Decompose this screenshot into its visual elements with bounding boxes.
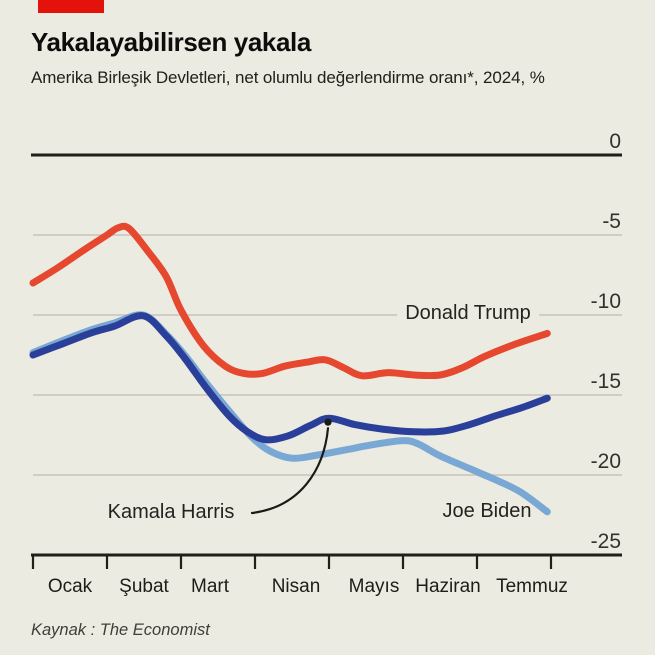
source-credit: Kaynak : The Economist [31,621,210,639]
y-tick-label: 0 [609,130,621,153]
chart-subtitle: Amerika Birleşik Devletleri, net olumlu … [31,68,545,87]
economist-red-tag [38,0,104,13]
series-label-kamala-harris: Kamala Harris [107,501,235,523]
x-tick-label: Ocak [48,576,93,597]
series-line-joe-biden [29,311,551,516]
x-tick-label: Haziran [415,576,480,597]
series-label-joe-biden: Joe Biden [442,500,532,522]
y-tick-label: -25 [591,530,621,553]
x-tick-label: Temmuz [496,576,568,597]
series-line-kamala-harris [29,312,551,444]
y-tick-label: -15 [591,370,621,393]
x-tick-label: Mayıs [349,576,400,597]
x-tick-label: Şubat [119,576,169,597]
series-label-donald-trump: Donald Trump [397,301,539,325]
x-tick-label: Mart [191,576,230,597]
y-tick-label: -10 [591,290,621,313]
y-tick-label: -20 [591,450,621,473]
callout-line [250,427,330,515]
chart-title: Yakalayabilirsen yakala [31,27,311,57]
callout-dot [324,418,332,426]
y-tick-label: -5 [602,210,621,233]
x-tick-label: Nisan [272,576,321,597]
series-line-donald-trump [29,222,551,380]
